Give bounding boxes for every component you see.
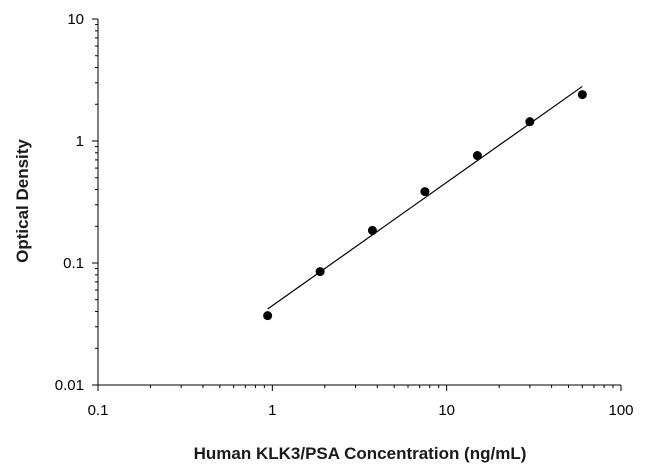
data-points (263, 90, 587, 321)
x-tick-label: 10 (438, 402, 455, 419)
fit-line (267, 85, 583, 310)
data-point (315, 267, 325, 277)
data-point (263, 311, 273, 321)
y-axis: 0.01 0.1 1 10 (55, 11, 99, 394)
fit-line-group (267, 85, 583, 310)
data-point (577, 90, 587, 100)
y-tick-label: 0.01 (55, 377, 84, 394)
x-tick-label: 100 (608, 402, 633, 419)
y-tick-label: 10 (67, 11, 84, 28)
data-point (420, 187, 430, 197)
data-point (525, 117, 535, 127)
x-axis: 0.1 1 10 100 (88, 384, 634, 419)
x-axis-title: Human KLK3/PSA Concentration (ng/mL) (194, 444, 527, 463)
x-tick-label: 1 (268, 402, 276, 419)
y-tick-label: 1 (76, 133, 84, 150)
y-tick-label: 0.1 (63, 255, 84, 272)
data-point (472, 151, 482, 161)
y-axis-title: Optical Density (13, 139, 32, 263)
data-point (367, 225, 377, 235)
x-tick-label: 0.1 (88, 402, 109, 419)
